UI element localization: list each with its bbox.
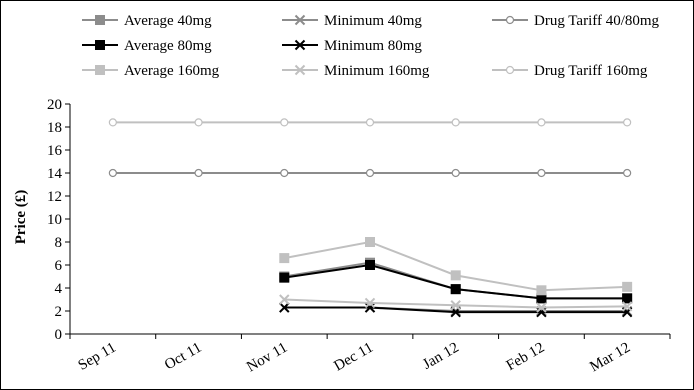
data-point bbox=[451, 168, 460, 178]
data-point bbox=[623, 168, 632, 178]
data-point bbox=[537, 168, 546, 178]
legend-label: Drug Tariff 40/80mg bbox=[534, 13, 660, 29]
series-drug-tariff-160mg bbox=[108, 118, 632, 127]
legend-label: Minimum 160mg bbox=[324, 63, 430, 79]
legend-label: Average 40mg bbox=[124, 13, 212, 29]
y-tick-label: 20 bbox=[47, 97, 62, 113]
data-point bbox=[279, 294, 290, 305]
legend-marker bbox=[294, 39, 306, 51]
legend-label: Minimum 40mg bbox=[324, 13, 422, 29]
y-tick-label: 14 bbox=[47, 166, 63, 182]
y-tick-label: 2 bbox=[55, 304, 63, 320]
data-point bbox=[279, 253, 290, 264]
y-tick-label: 16 bbox=[47, 143, 63, 159]
legend-marker bbox=[95, 15, 105, 25]
data-point bbox=[536, 285, 547, 296]
legend-marker bbox=[505, 15, 515, 25]
legend-item-average-40mg: Average 40mg bbox=[82, 13, 212, 29]
data-point bbox=[365, 260, 375, 270]
y-tick-label: 8 bbox=[55, 235, 63, 251]
series-layer bbox=[108, 118, 633, 318]
data-point bbox=[450, 300, 461, 311]
data-point bbox=[194, 168, 203, 178]
data-point bbox=[537, 118, 546, 127]
legend-label: Minimum 80mg bbox=[324, 38, 422, 54]
legend-marker bbox=[505, 65, 515, 75]
data-point bbox=[364, 297, 376, 309]
series-drug-tariff-40-80mg bbox=[108, 168, 632, 178]
data-point bbox=[279, 272, 290, 283]
series-average-160mg bbox=[279, 237, 633, 296]
data-point bbox=[365, 118, 375, 127]
legend-item-drug-tariff-160mg: Drug Tariff 160mg bbox=[492, 63, 648, 79]
legend-marker bbox=[95, 65, 105, 75]
data-point bbox=[450, 284, 461, 295]
data-point bbox=[450, 270, 461, 281]
y-tick-label: 18 bbox=[47, 120, 62, 136]
legend-marker bbox=[294, 64, 306, 76]
legend: Average 40mg Minimum 40mg Drug Tariff 40/8… bbox=[82, 13, 660, 79]
legend-marker bbox=[95, 40, 105, 50]
data-point bbox=[622, 293, 633, 304]
data-point bbox=[365, 168, 375, 178]
data-point bbox=[536, 302, 547, 313]
data-point bbox=[194, 118, 203, 127]
data-point bbox=[622, 281, 633, 292]
legend-marker bbox=[294, 14, 306, 26]
legend-label: Average 80mg bbox=[124, 38, 212, 54]
data-point bbox=[365, 237, 375, 247]
y-tick-label: 12 bbox=[47, 189, 62, 205]
y-axis-title: Price (£) bbox=[13, 190, 29, 245]
data-point bbox=[280, 118, 289, 127]
y-tick-label: 0 bbox=[55, 327, 63, 343]
data-point bbox=[451, 118, 460, 127]
legend-label: Average 160mg bbox=[124, 63, 220, 79]
legend-item-drug-tariff-40-80mg: Drug Tariff 40/80mg bbox=[492, 13, 660, 29]
data-point bbox=[621, 301, 633, 312]
y-tick-label: 4 bbox=[55, 281, 63, 297]
y-tick-label: 10 bbox=[47, 212, 62, 228]
legend-item-average-80mg: Average 80mg bbox=[82, 38, 212, 54]
data-point bbox=[108, 118, 117, 127]
legend-item-minimum-40mg: Minimum 40mg bbox=[282, 13, 422, 29]
data-point bbox=[279, 302, 290, 313]
series-average-80mg bbox=[279, 260, 633, 304]
data-point bbox=[108, 168, 117, 178]
legend-item-average-160mg: Average 160mg bbox=[82, 63, 220, 79]
legend-item-minimum-80mg: Minimum 80mg bbox=[282, 38, 422, 54]
series-minimum-160mg bbox=[279, 294, 633, 313]
legend-label: Drug Tariff 160mg bbox=[534, 63, 648, 79]
data-point bbox=[280, 168, 289, 178]
legend-item-minimum-160mg: Minimum 160mg bbox=[282, 63, 430, 79]
y-tick-label: 6 bbox=[55, 258, 63, 274]
data-point bbox=[623, 118, 632, 127]
